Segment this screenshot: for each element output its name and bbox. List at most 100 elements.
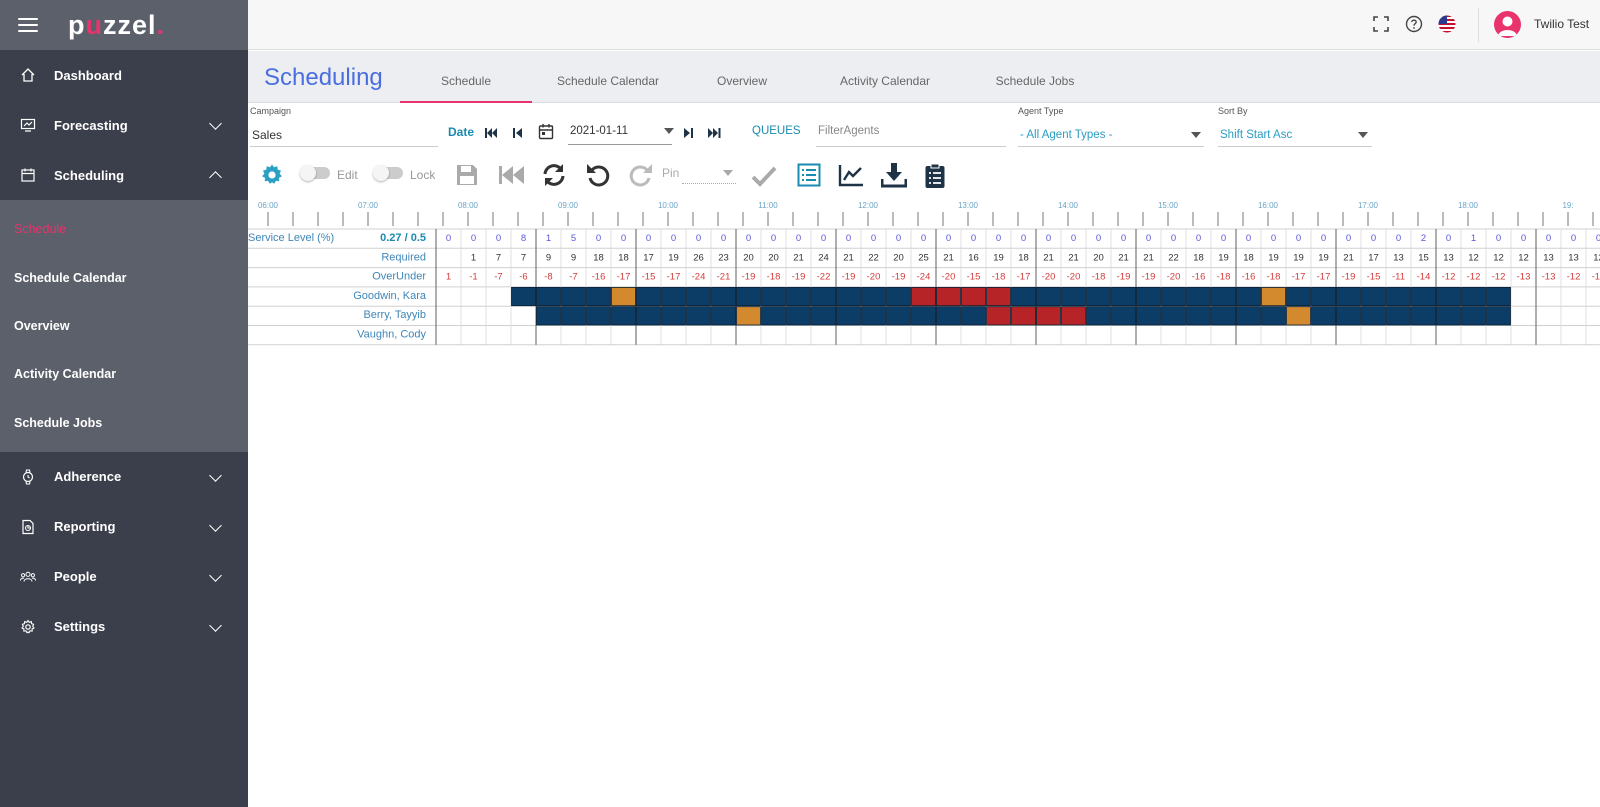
redo-icon[interactable]	[628, 162, 654, 193]
tab-schedule-jobs[interactable]: Schedule Jobs	[995, 74, 1075, 88]
overunder-cell: -16	[1192, 272, 1206, 283]
service-level-cell: 0	[471, 233, 476, 244]
overunder-cell: -21	[717, 272, 731, 283]
shift-block	[1286, 287, 1311, 307]
date-dropdown-icon[interactable]	[664, 128, 674, 134]
avatar[interactable]	[1494, 11, 1521, 38]
previous-day-icon[interactable]	[512, 126, 524, 145]
fullscreen-icon[interactable]	[1372, 15, 1390, 33]
service-level-value: 0.27 / 0.5	[380, 232, 426, 244]
checkmark-icon[interactable]	[751, 165, 777, 192]
hour-label: 13:00	[958, 201, 979, 210]
required-label: Required	[381, 251, 426, 263]
chevron-down-icon	[209, 569, 222, 582]
shift-block	[1186, 287, 1211, 307]
sidebar-item-dashboard[interactable]: Dashboard	[0, 50, 248, 100]
service-level-cell: 0	[796, 233, 801, 244]
queues-button[interactable]: QUEUES	[752, 125, 801, 137]
overunder-cell: -15	[967, 272, 981, 283]
service-level-cell: 0	[1196, 233, 1201, 244]
undo-icon[interactable]	[585, 162, 611, 193]
agent-name: Goodwin, Kara	[353, 290, 427, 302]
settings-gear-icon[interactable]	[260, 163, 284, 192]
save-icon[interactable]	[455, 163, 479, 192]
shift-block	[1211, 287, 1236, 307]
sidebar-item-settings[interactable]: Settings	[0, 602, 248, 652]
required-cell: 19	[993, 252, 1004, 263]
campaign-label: Campaign	[250, 106, 292, 116]
download-icon[interactable]	[880, 162, 908, 193]
refresh-icon[interactable]	[541, 162, 567, 193]
first-day-icon[interactable]	[484, 126, 498, 145]
us-flag-icon[interactable]	[1438, 15, 1456, 33]
sidebar-subitem-schedule-calendar[interactable]: Schedule Calendar	[14, 270, 127, 285]
sidebar-item-scheduling[interactable]: Scheduling	[0, 150, 248, 200]
topbar-divider	[1478, 8, 1479, 42]
service-level-cell: 0	[746, 233, 751, 244]
service-level-cell: 0	[1221, 233, 1226, 244]
hamburger-menu-icon[interactable]	[18, 18, 38, 32]
tab-activity-calendar[interactable]: Activity Calendar	[839, 74, 931, 88]
service-level-cell: 0	[1496, 233, 1501, 244]
last-day-icon[interactable]	[707, 126, 722, 145]
lock-toggle[interactable]	[373, 165, 403, 181]
sidebar-subitem-activity-calendar[interactable]: Activity Calendar	[14, 367, 117, 382]
clipboard-icon[interactable]	[924, 163, 946, 194]
shift-block	[761, 287, 786, 307]
overunder-cell: -24	[692, 272, 706, 283]
shift-block	[1361, 306, 1386, 326]
pin-select[interactable]: Pin	[662, 166, 680, 180]
shift-block	[1011, 306, 1036, 326]
username[interactable]: Twilio Test	[1534, 17, 1590, 31]
tab-schedule[interactable]: Schedule	[400, 51, 532, 103]
watch-icon	[20, 469, 36, 485]
calendar-icon[interactable]	[538, 123, 554, 145]
sidebar-item-reporting[interactable]: Reporting	[0, 502, 248, 552]
edit-toggle[interactable]	[300, 165, 330, 181]
sidebar-item-label: People	[54, 569, 97, 585]
filter-agents-input[interactable]: FilterAgents	[818, 125, 880, 137]
list-view-icon[interactable]	[797, 163, 821, 192]
shift-block	[736, 306, 761, 326]
required-cell: 23	[718, 252, 729, 263]
service-level-cell: 0	[1321, 233, 1326, 244]
logo-bar: puzzel.	[0, 0, 248, 50]
overunder-cell: -14	[1417, 272, 1431, 283]
next-day-icon[interactable]	[682, 126, 694, 145]
chart-icon[interactable]	[838, 163, 864, 192]
sidebar-item-forecasting[interactable]: Forecasting	[0, 100, 248, 150]
shift-block	[586, 287, 611, 307]
shift-block	[611, 287, 636, 307]
overunder-cell: -6	[519, 272, 527, 283]
shift-block	[1161, 306, 1186, 326]
overunder-cell: -18	[1267, 272, 1281, 283]
required-cell: 20	[1093, 252, 1104, 263]
sidebar-item-label: Adherence	[54, 469, 122, 485]
date-input[interactable]: 2021-01-11	[570, 125, 628, 137]
tab-schedule-calendar[interactable]: Schedule Calendar	[556, 74, 660, 88]
sort-by-dropdown-icon[interactable]	[1358, 132, 1368, 138]
required-cell: 19	[1318, 252, 1329, 263]
campaign-select[interactable]: Sales	[252, 128, 283, 142]
sidebar-subitem-schedule-jobs[interactable]: Schedule Jobs	[14, 415, 103, 430]
help-icon[interactable]	[1405, 15, 1423, 33]
shift-block	[1311, 287, 1336, 307]
service-level-cell: 0	[1096, 233, 1101, 244]
sidebar-subitem-overview[interactable]: Overview	[14, 318, 70, 333]
shift-block	[886, 287, 911, 307]
rewind-icon[interactable]	[498, 164, 526, 191]
service-level-cell: 0	[496, 233, 501, 244]
agent-type-dropdown-icon[interactable]	[1191, 132, 1201, 138]
sidebar-subitem-schedule[interactable]: Schedule	[14, 222, 67, 237]
agent-type-select[interactable]: - All Agent Types -	[1020, 129, 1113, 141]
shift-block	[1236, 306, 1261, 326]
sidebar-item-people[interactable]: People	[0, 552, 248, 602]
overunder-cell: -20	[942, 272, 956, 283]
sort-by-select[interactable]: Shift Start Asc	[1220, 129, 1293, 141]
sidebar-item-adherence[interactable]: Adherence	[0, 452, 248, 502]
pin-dropdown-icon[interactable]	[723, 170, 733, 176]
logo: puzzel.	[68, 9, 166, 40]
required-cell: 22	[868, 252, 879, 263]
tab-overview[interactable]: Overview	[716, 74, 767, 88]
required-cell: 24	[818, 252, 829, 263]
